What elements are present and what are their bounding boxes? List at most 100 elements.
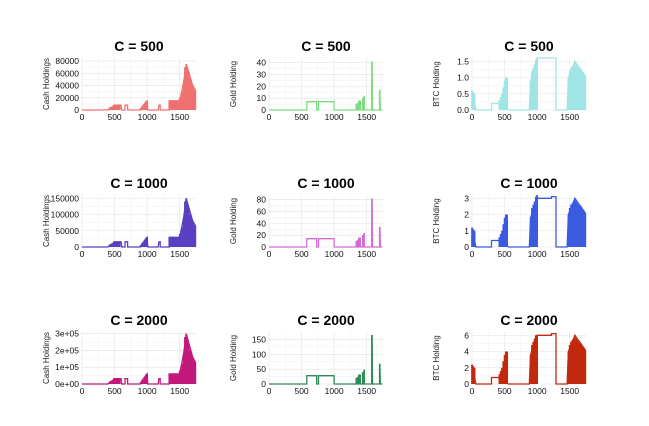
x-tick-label: 1000: [138, 386, 157, 396]
chart-title: C = 1000: [297, 175, 354, 191]
series-line: [269, 198, 383, 248]
x-tick-label: 500: [107, 386, 121, 396]
area-mark: [577, 67, 580, 110]
area-mark: [112, 106, 115, 110]
area-mark: [531, 71, 533, 110]
area-mark: [576, 66, 579, 110]
area-mark: [529, 80, 532, 110]
area-mark: [182, 217, 185, 247]
area-mark: [177, 373, 180, 384]
x-tick-label: 500: [497, 386, 511, 396]
y-axis-label: Gold Holding: [229, 198, 238, 244]
area-mark: [575, 201, 578, 247]
y-tick-label: 2e+05: [55, 345, 79, 355]
area-mark: [118, 105, 121, 110]
area-mark: [190, 82, 193, 110]
area-mark: [182, 353, 185, 384]
chart-title: C = 1000: [500, 175, 557, 191]
area-mark: [173, 373, 176, 384]
area-mark: [116, 105, 119, 110]
area-mark: [579, 206, 581, 247]
area-mark: [536, 58, 538, 110]
y-axis-label: BTC Holding: [432, 61, 441, 106]
area-mark: [580, 208, 583, 247]
area-mark: [534, 335, 537, 384]
area-mark: [579, 343, 581, 384]
y-tick-label: 40: [257, 58, 267, 68]
area-mark: [193, 224, 195, 247]
area-mark: [575, 338, 578, 384]
area-mark: [359, 237, 362, 247]
y-axis-label: Gold Holding: [229, 335, 238, 381]
area-mark: [531, 208, 533, 247]
y-tick-label: 0: [261, 379, 266, 389]
area-mark: [567, 351, 570, 384]
area-mark: [184, 201, 186, 247]
area-mark: [584, 349, 587, 384]
area-mark: [529, 354, 532, 384]
x-tick-label: 1500: [170, 249, 189, 259]
y-tick-label: 60: [257, 207, 267, 217]
area-mark: [191, 221, 194, 247]
chart-title: C = 500: [114, 38, 164, 54]
area-mark: [185, 198, 188, 247]
x-tick-label: 1500: [170, 386, 189, 396]
y-tick-label: 20: [257, 81, 267, 91]
area-mark: [174, 373, 177, 384]
x-tick-label: 0: [267, 386, 272, 396]
y-axis-label: Cash Holdings: [42, 332, 51, 384]
area-mark: [112, 379, 115, 384]
area-mark: [499, 97, 502, 110]
area-mark: [180, 232, 182, 247]
area-mark: [506, 214, 509, 247]
area-mark: [172, 373, 175, 384]
area-mark: [186, 338, 189, 384]
area-mark: [187, 72, 190, 110]
area-mark: [574, 198, 576, 247]
y-axis-label: BTC Holding: [432, 335, 441, 380]
panel-3: C = 500 BTC Holding 0.0 0.5 1.0 1.5 0 500 1000 15…: [432, 38, 587, 122]
y-tick-label: 0: [261, 105, 266, 115]
area-mark: [117, 378, 120, 384]
area-mark: [142, 243, 145, 247]
area-mark: [118, 241, 121, 247]
y-tick-label: 0: [464, 242, 469, 252]
area-mark: [185, 333, 188, 384]
area-mark: [144, 237, 147, 247]
y-tick-label: 150: [252, 334, 266, 344]
area-mark: [186, 203, 189, 247]
area-mark: [577, 204, 580, 247]
area-mark: [184, 67, 186, 110]
y-tick-label: 100000: [51, 210, 80, 220]
area-mark: [363, 369, 365, 384]
area-mark: [532, 204, 535, 247]
area-mark: [176, 100, 178, 110]
x-tick-label: 1000: [528, 112, 547, 122]
y-tick-label: 3: [464, 193, 469, 203]
area-mark: [111, 244, 113, 247]
area-mark: [180, 96, 182, 110]
area-mark: [574, 335, 576, 384]
x-tick-label: 0: [80, 249, 85, 259]
area-mark: [174, 100, 177, 110]
x-tick-label: 1000: [325, 249, 344, 259]
area-mark: [116, 378, 119, 384]
area-mark: [143, 103, 146, 110]
area-mark: [505, 77, 507, 110]
chart-title: C = 2000: [500, 312, 557, 328]
area-mark: [172, 237, 175, 247]
area-mark: [359, 374, 362, 384]
area-mark: [499, 234, 502, 247]
area-mark: [505, 214, 507, 247]
x-tick-label: 500: [107, 112, 121, 122]
area-mark: [118, 378, 121, 384]
area-mark: [502, 224, 505, 247]
area-mark: [189, 350, 191, 384]
area-mark: [574, 61, 576, 110]
area-mark: [109, 244, 112, 247]
area-mark: [171, 237, 173, 247]
area-mark: [498, 374, 501, 384]
area-mark: [190, 353, 193, 384]
area-mark: [571, 340, 574, 384]
area-mark: [581, 346, 584, 384]
